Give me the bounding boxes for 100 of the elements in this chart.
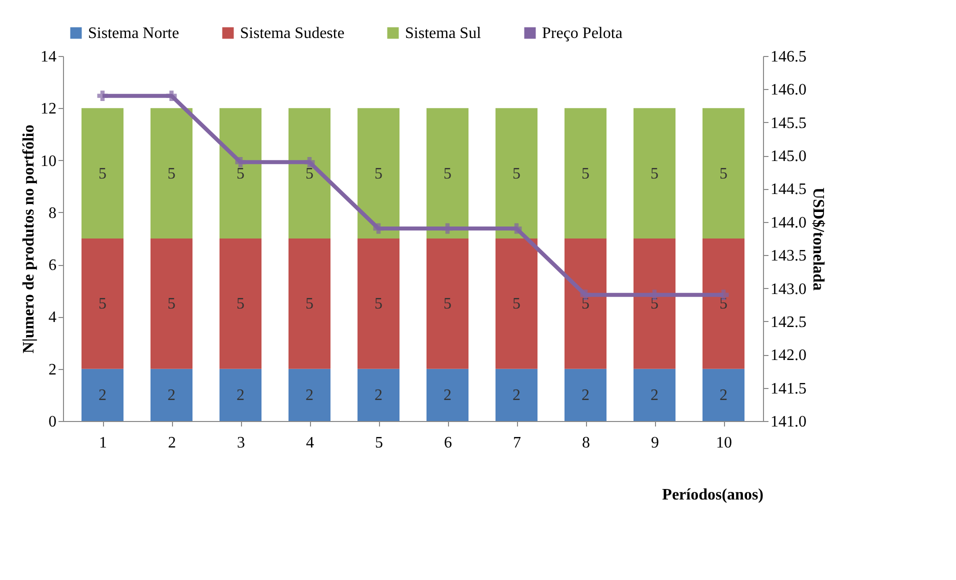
- y-tick-label: 12: [40, 100, 56, 118]
- bar: [358, 368, 400, 421]
- bar: [288, 108, 330, 238]
- bar: [634, 108, 676, 238]
- data-label: 5: [720, 296, 728, 313]
- x-tick-label: 6: [444, 434, 452, 452]
- point: [235, 156, 246, 168]
- point: [97, 90, 108, 102]
- bar: [358, 238, 400, 369]
- bar: [426, 108, 468, 238]
- bar: [150, 108, 192, 238]
- x-tick-label: 3: [237, 434, 245, 452]
- y-tick-label: 2: [48, 361, 56, 378]
- data-label: 5: [168, 165, 176, 182]
- x-tick-label: 9: [651, 434, 659, 452]
- y2-tick-label: 143.5: [770, 248, 806, 265]
- point: [304, 156, 315, 168]
- y2-tick-label: 146.0: [770, 82, 806, 99]
- bar: [82, 238, 124, 369]
- y2-tick-label: 145.0: [770, 148, 806, 166]
- data-label: 5: [444, 296, 452, 313]
- data-label: 5: [512, 165, 520, 182]
- data-label: 5: [306, 296, 314, 313]
- bar: [82, 108, 124, 238]
- bar: [564, 238, 606, 369]
- data-label: 5: [374, 296, 382, 313]
- y-tick-label: 0: [48, 414, 56, 430]
- x-tick-label: 5: [375, 434, 383, 452]
- y-tick-label: 10: [40, 152, 56, 170]
- y2-tick-label: 144.0: [770, 214, 806, 232]
- bar: [220, 368, 262, 421]
- bar: [358, 108, 400, 238]
- data-label: 5: [306, 165, 314, 182]
- data-label: 2: [720, 386, 728, 404]
- point: [166, 90, 177, 102]
- bar: [220, 238, 262, 369]
- bar: [426, 238, 468, 369]
- x-tick-label: 4: [306, 434, 314, 452]
- data-label: 5: [444, 165, 452, 182]
- data-label: 5: [236, 165, 244, 182]
- bar: [564, 108, 606, 238]
- bar: [496, 108, 538, 238]
- y-tick-label: 14: [40, 48, 56, 66]
- data-label: 2: [306, 386, 314, 404]
- data-label: 5: [98, 296, 106, 313]
- data-label: 5: [720, 165, 728, 182]
- bar: [288, 368, 330, 421]
- y2-tick-label: 145.5: [770, 114, 806, 132]
- y-tick-label: 4: [48, 309, 56, 326]
- y2-tick-label: 143.0: [770, 280, 806, 298]
- data-label: 5: [374, 165, 382, 182]
- data-label: 5: [650, 165, 658, 182]
- y2-tick-label: 141.5: [770, 380, 806, 398]
- legend-label: Sistema Sul: [405, 25, 482, 42]
- bar: [702, 238, 744, 369]
- y-tick-label: 8: [48, 204, 56, 222]
- bar: [426, 368, 468, 421]
- data-label: 5: [98, 165, 106, 182]
- data-label: 2: [444, 386, 452, 404]
- bar: [496, 238, 538, 369]
- data-label: 5: [168, 296, 176, 313]
- y-tick-label: 6: [48, 257, 56, 274]
- x-axis-title: Períodos(anos): [662, 486, 764, 504]
- data-label: 2: [512, 386, 520, 404]
- bar: [150, 368, 192, 421]
- data-label: 2: [98, 386, 106, 404]
- point: [511, 223, 522, 234]
- data-label: 5: [582, 296, 590, 313]
- bar: [496, 368, 538, 421]
- y2-tick-label: 146.5: [770, 48, 806, 66]
- point: [442, 223, 453, 234]
- bar: [564, 368, 606, 421]
- bar: [634, 238, 676, 369]
- y2-tick-label: 142.0: [770, 347, 806, 364]
- y2-tick-label: 142.5: [770, 314, 806, 331]
- bar: [82, 368, 124, 421]
- y2-axis-title: USD$/tonelada: [810, 187, 826, 291]
- x-tick-label: 1: [99, 434, 107, 452]
- x-tick-label: 10: [716, 434, 732, 452]
- bar: [220, 108, 262, 238]
- data-label: 5: [650, 296, 658, 313]
- bar: [702, 108, 744, 238]
- bar: [288, 238, 330, 369]
- x-tick-label: 2: [168, 434, 176, 452]
- bar: [634, 368, 676, 421]
- legend-label: Sistema Norte: [88, 25, 180, 42]
- y-axis-title: N|umero de produtos no portfólio: [20, 124, 38, 354]
- x-tick-label: 8: [582, 434, 590, 452]
- legend-label: Sistema Sudeste: [240, 25, 344, 42]
- data-label: 2: [168, 386, 176, 404]
- bar: [150, 238, 192, 369]
- y2-tick-label: 141.0: [770, 414, 806, 430]
- data-label: 5: [236, 296, 244, 313]
- point: [373, 223, 384, 234]
- data-label: 2: [374, 386, 382, 404]
- data-label: 2: [236, 386, 244, 404]
- data-label: 2: [582, 386, 590, 404]
- bar: [702, 368, 744, 421]
- data-label: 2: [650, 386, 658, 404]
- data-label: 5: [582, 165, 590, 182]
